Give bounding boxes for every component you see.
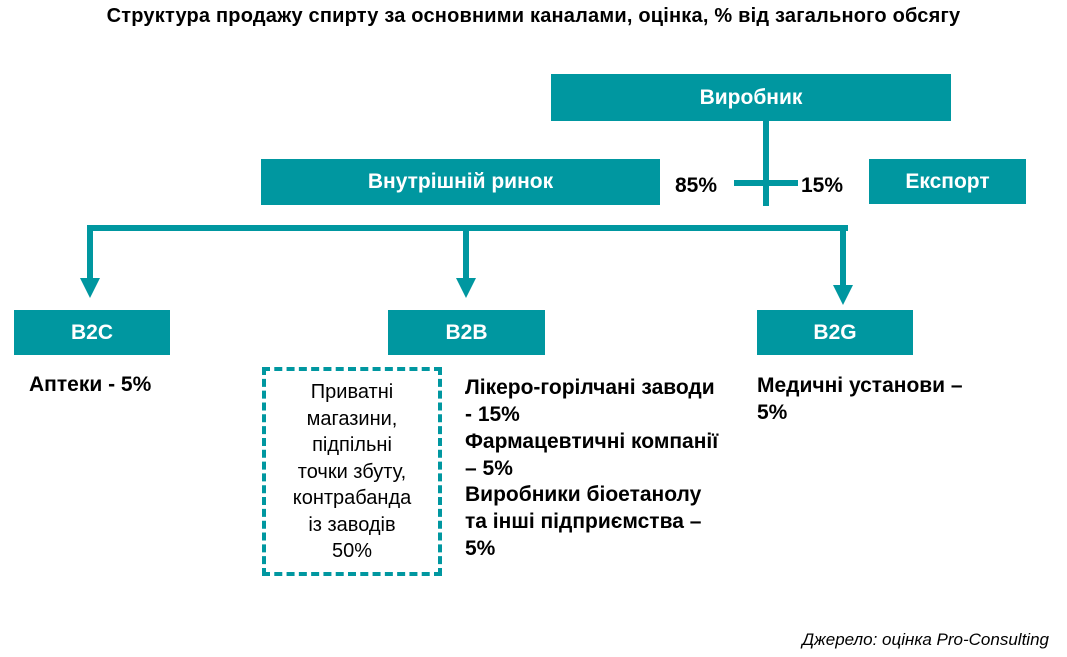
b2b-item-line: 5% [465,537,496,560]
b2b-arrowhead [456,278,476,298]
b2g-item-line: Медичні установи – [757,374,963,397]
chart-title: Структура продажу спирту за основними ка… [106,5,961,27]
b2b-item-line: – 5% [465,457,513,480]
b2c-arrowhead [80,278,100,298]
domestic-share: 85% [675,174,718,197]
informal-line: Приватні [310,381,394,403]
b2g-item: Медичні установи – 5% [757,372,963,426]
b2c-item: Аптеки - 5% [29,373,152,396]
b2b-item: Фармацевтичні компанії – 5% [465,428,718,482]
domestic-market-box: Внутрішній ринок [261,159,660,205]
export-share: 15% [801,174,844,197]
b2g-arrowhead [833,285,853,305]
informal-line: контрабанда [292,487,412,509]
informal-line: точки збуту, [297,460,407,483]
source-note: Джерело: оцінка Pro-Consulting [802,630,1049,649]
b2b-item-line: Лікеро-горілчані заводи [465,376,715,399]
informal-channel-box: Приватні магазини, підпільні точки збуту… [262,367,442,576]
b2c-box: B2C [14,310,170,355]
domestic-market-label: Внутрішній ринок [367,170,554,193]
b2c-label: B2C [70,320,113,344]
b2g-box: B2G [757,310,913,355]
export-box: Експорт [869,159,1026,204]
b2b-label: B2B [445,320,488,344]
informal-line: підпільні [312,434,392,456]
informal-line: із заводів [308,513,396,536]
b2g-label: B2G [813,320,857,344]
b2b-item-line: - 15% [465,403,520,426]
export-label: Експорт [905,169,990,193]
b2b-item: Виробники біоетанолу та інші підприємств… [465,481,701,562]
b2b-item-line: та інші підприємства – [465,510,702,533]
b2b-item: Лікеро-горілчані заводи - 15% [465,374,715,428]
producer-label: Виробник [699,85,803,109]
informal-share: 50% [331,540,373,562]
b2b-item-line: Виробники біоетанолу [465,483,702,506]
producer-box: Виробник [551,74,951,121]
b2b-item-line: Фармацевтичні компанії [465,430,719,453]
b2b-box: B2B [388,310,545,355]
informal-line: магазини, [306,407,398,430]
b2g-item-line: 5% [757,401,788,424]
informal-channel-text: Приватні магазини, підпільні точки збуту… [266,379,438,565]
